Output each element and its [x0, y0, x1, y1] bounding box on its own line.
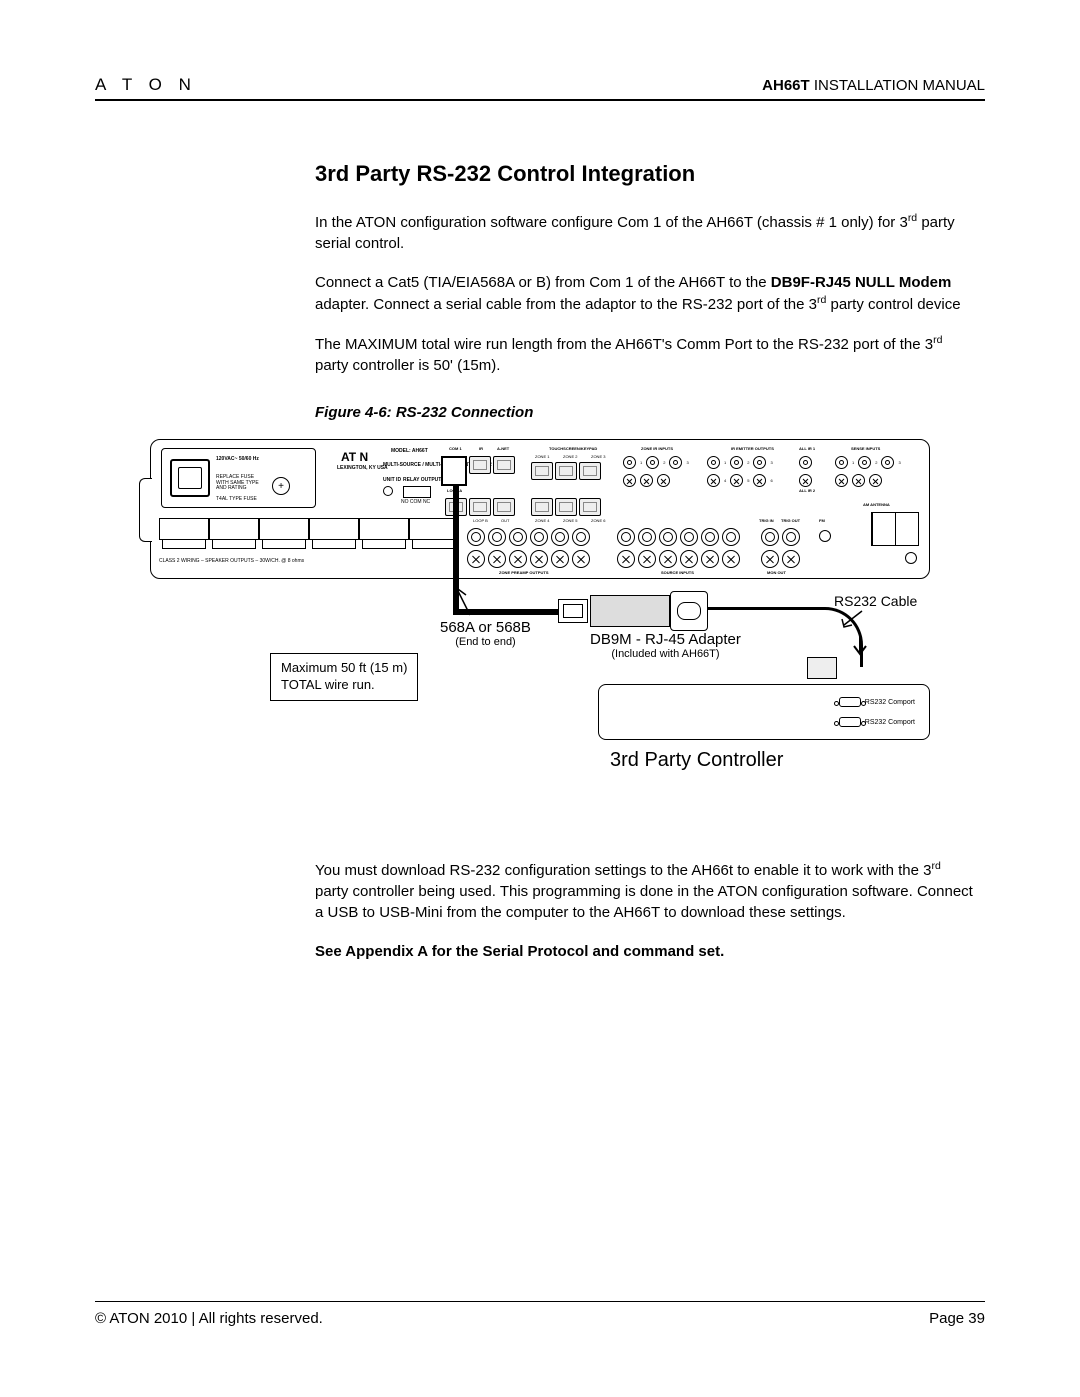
power-block: 120VAC~ 50/60 Hz REPLACE FUSE WITH SAME … — [161, 448, 316, 508]
comport-2: RS232 Comport — [839, 717, 915, 727]
annotation-rs232: RS232 Cable — [834, 593, 917, 609]
fm-jack-icon — [819, 530, 831, 542]
db9-mini-icon — [839, 717, 861, 727]
doc-type: INSTALLATION MANUAL — [810, 77, 985, 94]
page-header: A T O N AH66T INSTALLATION MANUAL — [95, 75, 985, 101]
product-code: AH66T — [762, 77, 810, 94]
max-run-box: Maximum 50 ft (15 m) TOTAL wire run. — [270, 653, 418, 701]
figure-caption: Figure 4-6: RS-232 Connection — [315, 404, 975, 421]
rca-source-top — [617, 528, 740, 546]
copyright: © ATON 2010 | All rights reserved. — [95, 1310, 323, 1327]
controller-label: 3rd Party Controller — [610, 749, 783, 772]
page-number: Page 39 — [929, 1310, 985, 1327]
brand-text: A T O N — [95, 75, 197, 95]
rj45-group-3 — [531, 462, 601, 480]
rj45-group-4 — [531, 498, 601, 516]
annotation-db9m: DB9M - RJ-45 Adapter (Included with AH66… — [590, 631, 741, 660]
paragraph-2: Connect a Cat5 (TIA/EIA568A or B) from C… — [315, 272, 975, 315]
dial-icon — [383, 486, 393, 496]
arrow-up-icon — [450, 587, 480, 617]
com1-port-highlight — [441, 456, 467, 486]
rj45-group-1 — [469, 456, 515, 474]
adapter-icon — [590, 595, 670, 627]
rj45-plug-icon — [558, 599, 588, 623]
ir-emit-row1: 1 2 3 — [707, 456, 773, 469]
rca-preamp-top — [467, 528, 590, 546]
db9-mini-icon — [839, 697, 861, 707]
db9-connector-icon — [670, 591, 708, 631]
comport-1: RS232 Comport — [839, 697, 915, 707]
figure-4-6: 120VAC~ 50/60 Hz REPLACE FUSE WITH SAME … — [95, 439, 985, 759]
doc-title: AH66T INSTALLATION MANUAL — [762, 77, 985, 94]
annotation-568a: 568A or 568B (End to end) — [440, 619, 531, 648]
arrow-down-icon — [850, 634, 870, 660]
page-footer: © ATON 2010 | All rights reserved. Page … — [95, 1301, 985, 1327]
section-title: 3rd Party RS-232 Control Integration — [315, 161, 975, 187]
third-party-controller-box: RS232 Comport RS232 Comport — [598, 684, 930, 740]
arrow-diag-icon — [840, 609, 864, 629]
speaker-terminals — [159, 518, 459, 556]
paragraph-1: In the ATON configuration software confi… — [315, 211, 975, 254]
aton-logo: AT N — [341, 450, 368, 464]
iec-inlet-icon — [170, 459, 210, 497]
paragraph-3: The MAXIMUM total wire run length from t… — [315, 333, 975, 376]
zone-ir-row1: 1 2 3 — [623, 456, 689, 469]
db9-plug-icon — [807, 657, 837, 679]
fuse-icon: + — [272, 477, 290, 495]
antenna-block-icon — [871, 512, 919, 546]
device-rear-panel: 120VAC~ 50/60 Hz REPLACE FUSE WITH SAME … — [150, 439, 930, 579]
paragraph-4: You must download RS-232 configuration s… — [315, 859, 975, 923]
appendix-note: See Appendix A for the Serial Protocol a… — [315, 941, 975, 962]
